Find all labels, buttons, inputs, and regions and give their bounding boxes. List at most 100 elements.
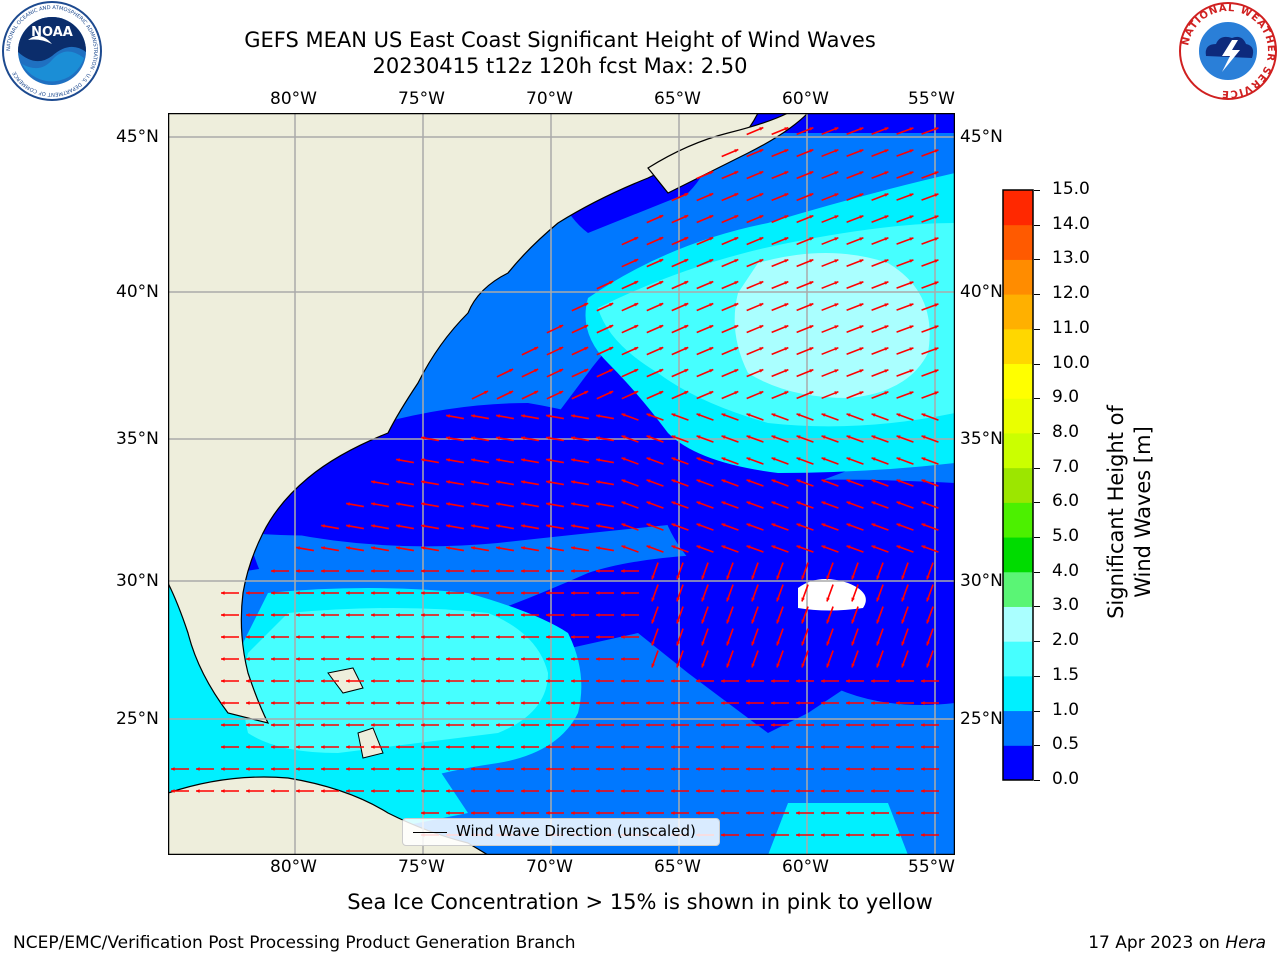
wave-direction-arrowhead [196, 767, 200, 771]
lon-label-bottom: 80°W [270, 857, 317, 877]
wave-direction-arrowhead [809, 237, 814, 241]
wave-direction-arrowhead [821, 833, 825, 837]
wave-direction-arrowhead [934, 171, 939, 175]
wave-direction-arrowhead [521, 458, 525, 462]
wave-direction-arrowhead [621, 767, 625, 771]
wave-direction-arrowhead [571, 657, 575, 661]
wave-direction-arrowhead [676, 597, 680, 602]
wave-direction-arrowhead [621, 679, 625, 683]
wave-direction-arrowhead [396, 591, 400, 595]
wave-direction-arrowhead [826, 641, 830, 646]
wave-direction-arrowhead [521, 613, 525, 617]
wave-direction-arrowhead [546, 701, 550, 705]
wave-direction-arrowhead [759, 127, 764, 131]
wave-direction-arrowhead [421, 502, 425, 506]
wave-direction-arrowhead [371, 767, 375, 771]
wave-direction-arrowhead [634, 347, 639, 351]
wave-direction-arrowhead [271, 789, 275, 793]
wave-direction-arrowhead [546, 569, 550, 573]
wave-direction-arrowhead [296, 745, 300, 749]
wave-direction-arrowhead [246, 635, 250, 639]
wave-direction-arrowhead [846, 457, 851, 461]
wave-direction-arrowhead [521, 524, 525, 528]
wave-direction-arrowhead [521, 723, 525, 727]
footer-producer: NCEP/EMC/Verification Post Processing Pr… [13, 933, 576, 953]
wave-direction-arrowhead [271, 679, 275, 683]
wave-direction-arrowhead [901, 619, 905, 624]
wave-direction-arrowhead [634, 391, 639, 395]
wave-direction-arrowhead [651, 597, 655, 602]
wave-direction-arrowhead [784, 347, 789, 351]
wave-direction-arrowhead [684, 369, 689, 373]
wave-direction-arrowhead [559, 369, 564, 373]
wave-direction-arrowhead [934, 391, 939, 395]
wave-direction-arrowhead [871, 701, 875, 705]
wave-direction-arrowhead [471, 745, 475, 749]
wave-direction-arrowhead [634, 303, 639, 307]
wave-direction-arrowhead [471, 569, 475, 573]
wave-direction-arrowhead [621, 657, 625, 661]
lat-label-right: 35°N [960, 429, 1003, 449]
wave-direction-arrowhead [596, 591, 600, 595]
wave-direction-arrowhead [726, 663, 730, 668]
wave-direction-arrowhead [809, 127, 814, 131]
wave-direction-arrowhead [751, 597, 755, 602]
wave-direction-arrowhead [421, 436, 425, 440]
wave-direction-arrowhead [721, 679, 725, 683]
wave-direction-arrowhead [934, 303, 939, 307]
wave-direction-arrowhead [651, 575, 655, 580]
wave-direction-arrowhead [609, 303, 614, 307]
wave-direction-arrowhead [521, 701, 525, 705]
wave-direction-arrowhead [909, 325, 914, 329]
wave-direction-arrowhead [846, 435, 851, 439]
wave-direction-arrowhead [909, 149, 914, 153]
wave-direction-arrowhead [934, 149, 939, 153]
wave-direction-arrowhead [696, 811, 700, 815]
wave-direction-arrowhead [296, 569, 300, 573]
wave-direction-arrowhead [721, 789, 725, 793]
wave-direction-arrowhead [421, 458, 425, 462]
noaa-logo: NOAA NATIONAL OCEANIC AND ATMOSPHERIC AD… [2, 1, 102, 101]
wave-direction-arrowhead [659, 215, 664, 219]
wave-direction-arrowhead [646, 789, 650, 793]
wave-direction-arrowhead [671, 413, 676, 417]
wave-direction-arrowhead [696, 501, 701, 505]
wave-direction-arrowhead [771, 523, 776, 527]
wave-direction-arrowhead [834, 259, 839, 263]
wave-direction-arrowhead [726, 619, 730, 624]
wave-direction-arrowhead [421, 767, 425, 771]
wave-direction-arrowhead [621, 523, 626, 527]
wave-direction-arrowhead [521, 657, 525, 661]
wave-direction-arrowhead [546, 811, 550, 815]
wave-direction-arrowhead [346, 524, 350, 528]
wave-direction-arrowhead [721, 457, 726, 461]
wave-direction-arrowhead [796, 833, 800, 837]
wave-direction-arrowhead [684, 281, 689, 285]
wave-direction-arrowhead [676, 641, 680, 646]
colorbar-segment [1003, 328, 1033, 365]
wave-direction-arrowhead [784, 369, 789, 373]
wave-direction-arrowhead [709, 325, 714, 329]
wave-direction-arrowhead [759, 281, 764, 285]
wave-direction-arrowhead [471, 613, 475, 617]
wave-direction-arrowhead [934, 193, 939, 197]
colorbar-tick-label: 1.5 [1052, 664, 1080, 685]
wave-direction-arrowhead [396, 635, 400, 639]
wave-direction-arrowhead [796, 501, 801, 505]
wave-direction-arrowhead [221, 635, 225, 639]
wave-direction-arrowhead [921, 833, 925, 837]
colorbar-segment [1003, 745, 1033, 781]
wave-direction-arrowhead [834, 281, 839, 285]
wave-direction-arrowhead [496, 635, 500, 639]
wave-direction-arrowhead [221, 679, 225, 683]
wave-direction-arrowhead [801, 575, 805, 580]
wave-direction-arrowhead [759, 237, 764, 241]
wave-direction-arrowhead [871, 457, 876, 461]
wave-direction-arrowhead [571, 745, 575, 749]
wave-direction-arrowhead [709, 369, 714, 373]
wave-direction-arrowhead [346, 569, 350, 573]
colorbar-segment [1003, 467, 1033, 503]
wave-direction-arrowhead [584, 391, 589, 395]
wave-direction-arrowhead [421, 591, 425, 595]
wave-direction-arrowhead [709, 171, 714, 175]
